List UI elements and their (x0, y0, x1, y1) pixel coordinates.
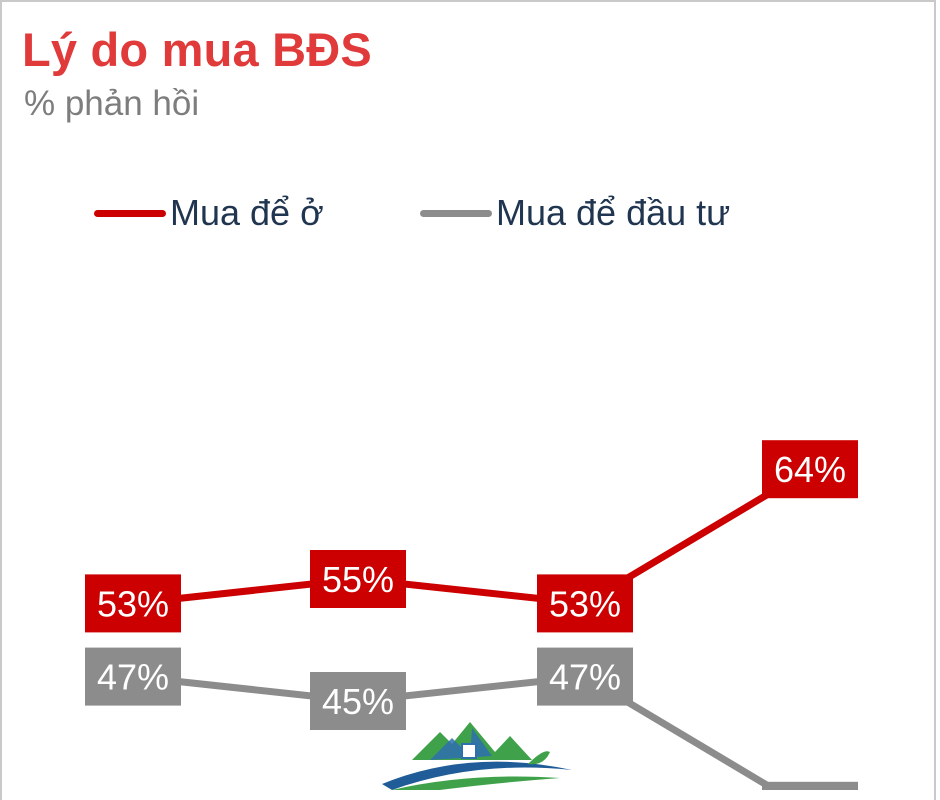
data-label-text: 45% (322, 681, 394, 722)
data-label-text: 47% (549, 657, 621, 698)
data-label-box (537, 647, 633, 706)
legend-item-series-1: Mua để ở (94, 188, 324, 238)
data-label-box (762, 440, 858, 499)
data-label-s1-p1: 53% (85, 574, 181, 633)
data-label-text: 55% (322, 559, 394, 600)
data-label-text: 47% (97, 657, 169, 698)
series-line-2 (132, 673, 782, 790)
legend-swatch-series-1 (94, 209, 166, 217)
data-labels: 53% 55% 53% 64% 47% 45% 47% 36% (85, 440, 858, 790)
data-label-s2-p4: 36% (762, 781, 858, 790)
series-lines (132, 466, 812, 790)
legend-label-series-1: Mua để ở (170, 192, 324, 233)
data-label-text: 53% (549, 583, 621, 624)
data-label-s1-p2: 55% (310, 550, 406, 608)
data-label-box (537, 574, 633, 633)
series-line-1 (132, 466, 812, 607)
data-label-box (85, 647, 181, 706)
data-label-s2-p1: 47% (85, 647, 181, 706)
data-label-s2-p3: 47% (537, 647, 633, 706)
data-label-box (310, 672, 406, 730)
data-label-s1-p3: 53% (537, 574, 633, 633)
company-logo (382, 722, 572, 790)
data-label-s1-p4: 64% (762, 440, 858, 499)
data-label-box (85, 574, 181, 633)
data-label-text: 64% (774, 449, 846, 490)
data-label-s2-p2: 45% (310, 672, 406, 730)
data-label-text: 53% (97, 583, 169, 624)
chart-subtitle: % phản hồi (24, 84, 200, 123)
data-label-box (310, 550, 406, 608)
legend-swatch-series-2 (420, 209, 492, 217)
data-label-box (762, 781, 858, 790)
legend-label-series-2: Mua để đầu tư (496, 192, 731, 233)
chart-title: Lý do mua BĐS (22, 23, 372, 76)
legend-item-series-2: Mua để đầu tư (420, 188, 730, 238)
